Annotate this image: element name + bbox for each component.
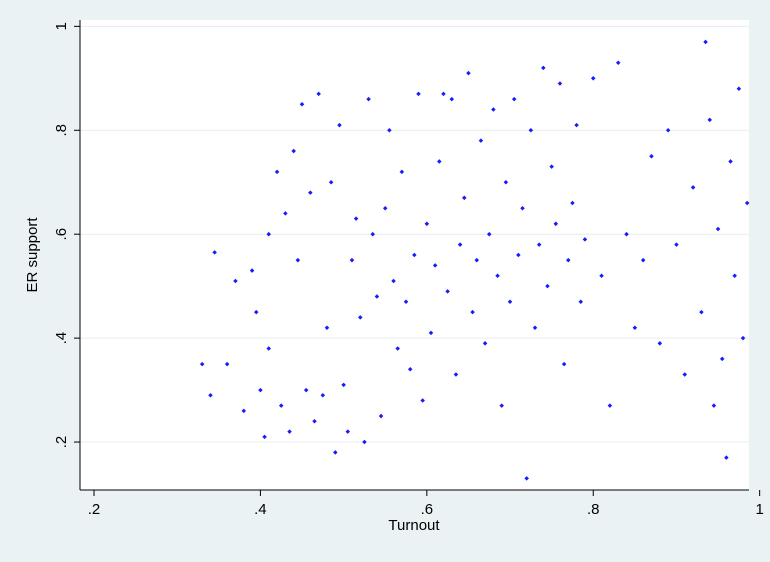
scatter-point bbox=[320, 393, 326, 398]
x-tick-label: .6 bbox=[421, 501, 434, 518]
scatter-point bbox=[428, 330, 434, 336]
scatter-point bbox=[724, 455, 729, 460]
scatter-point bbox=[474, 257, 480, 263]
scatter-point bbox=[640, 257, 646, 263]
y-tick-label: .4 bbox=[53, 332, 70, 345]
scatter-point bbox=[324, 325, 330, 330]
scatter-point bbox=[545, 283, 550, 289]
gridlines bbox=[80, 25, 749, 443]
scatter-point bbox=[478, 138, 484, 143]
scatter-point bbox=[308, 190, 313, 195]
scatter-point bbox=[732, 273, 737, 279]
scatter-point bbox=[374, 294, 380, 299]
scatter-point bbox=[632, 325, 638, 330]
scatter-point bbox=[470, 309, 475, 315]
scatter-point bbox=[312, 418, 317, 424]
scatter-point bbox=[333, 450, 338, 455]
scatter-point bbox=[258, 387, 263, 393]
scatter-point bbox=[412, 252, 417, 258]
y-axis-title: ER support bbox=[24, 217, 41, 293]
scatter-point bbox=[249, 268, 255, 273]
scatter-point bbox=[507, 299, 513, 305]
scatter-point bbox=[420, 398, 425, 403]
data-points bbox=[199, 39, 750, 481]
scatter-point bbox=[382, 205, 388, 211]
scatter-point bbox=[719, 356, 725, 362]
scatter-point bbox=[495, 273, 500, 279]
y-tick-label: 1 bbox=[53, 22, 70, 30]
scatter-point bbox=[341, 382, 346, 388]
scatter-point bbox=[253, 309, 259, 315]
scatter-point bbox=[499, 403, 504, 408]
y-axis-ticks: .2 .4 .6 .8 1 bbox=[53, 22, 80, 448]
scatter-point bbox=[424, 221, 430, 227]
y-tick-label: .2 bbox=[53, 436, 70, 449]
x-axis-ticks: .2 .4 .6 .8 1 bbox=[88, 490, 764, 518]
y-tick-label: .6 bbox=[53, 228, 70, 241]
x-tick-label: .8 bbox=[587, 501, 600, 518]
scatter-point bbox=[266, 231, 271, 237]
scatter-point bbox=[295, 257, 301, 263]
y-tick-label: .8 bbox=[53, 124, 70, 137]
scatter-point bbox=[362, 439, 367, 445]
scatter-point bbox=[337, 122, 342, 128]
scatter-point bbox=[657, 341, 663, 346]
x-axis-title: Turnout bbox=[388, 517, 440, 534]
scatter-point bbox=[378, 413, 384, 419]
x-tick-label: 1 bbox=[755, 501, 763, 518]
scatter-point bbox=[266, 346, 271, 351]
scatter-point bbox=[711, 403, 717, 408]
scatter-point bbox=[403, 299, 409, 305]
scatter-point bbox=[453, 372, 459, 377]
scatter-point bbox=[524, 476, 529, 481]
scatter-point bbox=[445, 289, 450, 294]
scatter-point bbox=[578, 299, 584, 305]
scatter-point bbox=[349, 257, 355, 263]
scatter-point bbox=[566, 257, 571, 263]
scatter-point bbox=[449, 96, 455, 102]
scatter-point bbox=[395, 346, 400, 351]
scatter-point bbox=[345, 429, 351, 434]
scatter-point bbox=[699, 309, 704, 315]
scatter-point bbox=[599, 273, 604, 279]
scatter-point bbox=[208, 393, 213, 398]
scatter-point bbox=[387, 128, 392, 133]
scatter-point bbox=[740, 335, 746, 341]
scatter-point bbox=[437, 159, 442, 164]
scatter-point bbox=[287, 429, 292, 434]
scatter-point bbox=[233, 278, 238, 284]
scatter-point bbox=[278, 403, 284, 408]
scatter-point bbox=[274, 169, 280, 175]
scatter-point bbox=[262, 434, 267, 440]
scatter-point bbox=[482, 341, 488, 346]
scatter-point bbox=[407, 367, 413, 372]
x-tick-label: .2 bbox=[88, 501, 101, 518]
scatter-point bbox=[357, 315, 363, 320]
scatter-point bbox=[370, 231, 376, 237]
scatter-point bbox=[532, 325, 538, 330]
scatter-point bbox=[607, 403, 613, 408]
scatter-point bbox=[391, 278, 396, 284]
x-tick-label: .4 bbox=[254, 501, 267, 518]
scatter-point bbox=[432, 263, 438, 268]
scatter-point bbox=[303, 387, 309, 393]
scatter-point bbox=[682, 372, 688, 377]
scatter-point bbox=[561, 361, 567, 367]
scatter-point bbox=[486, 231, 492, 237]
